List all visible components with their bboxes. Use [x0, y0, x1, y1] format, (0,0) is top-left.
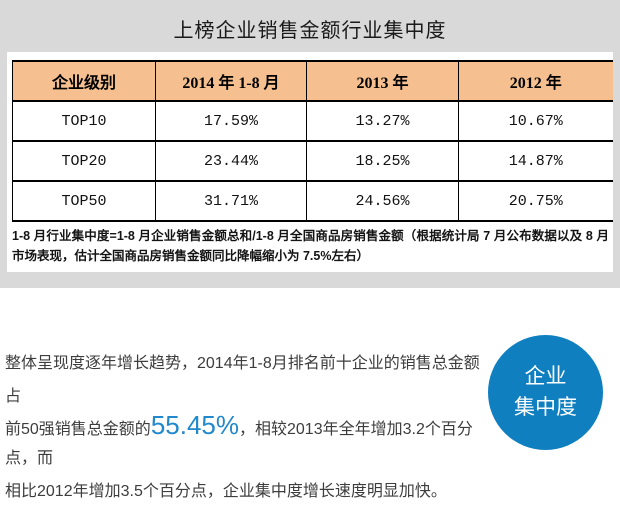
value-cell: 18.25%: [306, 140, 459, 182]
rank-label: TOP10: [12, 100, 156, 142]
value-cell: 23.44%: [155, 140, 307, 182]
value-cell: 24.56%: [306, 180, 459, 222]
table-header-row: 企业级别 2014 年 1-8 月 2013 年 2012 年: [12, 60, 613, 102]
page-title: 上榜企业销售金额行业集中度: [173, 20, 447, 42]
value-cell: 10.67%: [458, 100, 613, 142]
value-cell: 20.75%: [458, 180, 613, 222]
badge-label-line1: 企业: [524, 365, 567, 388]
header-cell-2012: 2012 年: [458, 60, 613, 102]
header-cell-2013: 2013 年: [306, 60, 459, 102]
analysis-line: 相比2012年增加3.5个百分点，企业集中度增长速度明显加快。: [5, 473, 487, 506]
table-row: TOP50 31.71% 24.56% 20.75%: [12, 180, 613, 222]
badge-label-line2: 集中度: [514, 396, 577, 419]
value-cell: 14.87%: [458, 140, 613, 182]
header-cell-rank: 企业级别: [12, 60, 156, 102]
analysis-text: 前50强销售总金额的: [5, 421, 151, 438]
analysis-line: 前50强销售总金额的55.45%，相较2013年全年增加3.2个百分点，而: [5, 411, 487, 473]
analysis-text: ，相较2013年全年增加3.2个百分点，而: [5, 421, 473, 467]
header-cell-2014: 2014 年 1-8 月: [155, 60, 307, 102]
table-card: 企业级别 2014 年 1-8 月 2013 年 2012 年 TOP10 17…: [7, 52, 613, 272]
value-cell: 17.59%: [155, 100, 307, 142]
table-footnote: 1-8 月行业集中度=1-8 月企业销售金额总和/1-8 月全国商品房销售金额（…: [12, 229, 609, 263]
analysis-paragraph: 整体呈现度逐年增长趋势，2014年1-8月排名前十企业的销售总金额占 前50强销…: [5, 349, 487, 506]
concentration-table: 企业级别 2014 年 1-8 月 2013 年 2012 年 TOP10 17…: [12, 60, 613, 222]
top-section-background: 上榜企业销售金额行业集中度 企业级别 2014 年 1-8 月 2013 年 2…: [0, 0, 620, 288]
highlight-value: 55.45%: [150, 410, 239, 440]
table-row: TOP20 23.44% 18.25% 14.87%: [12, 140, 613, 182]
concentration-badge: 企业 集中度: [488, 335, 603, 450]
analysis-text: 整体呈现度逐年增长趋势，2014年1-8月排名前十企业的销售总金额占: [5, 355, 480, 405]
rank-label: TOP50: [12, 180, 156, 222]
value-cell: 31.71%: [155, 180, 307, 222]
value-cell: 13.27%: [306, 100, 459, 142]
rank-label: TOP20: [12, 140, 156, 182]
analysis-line: 整体呈现度逐年增长趋势，2014年1-8月排名前十企业的销售总金额占: [5, 349, 487, 411]
table-row: TOP10 17.59% 13.27% 10.67%: [12, 100, 613, 142]
